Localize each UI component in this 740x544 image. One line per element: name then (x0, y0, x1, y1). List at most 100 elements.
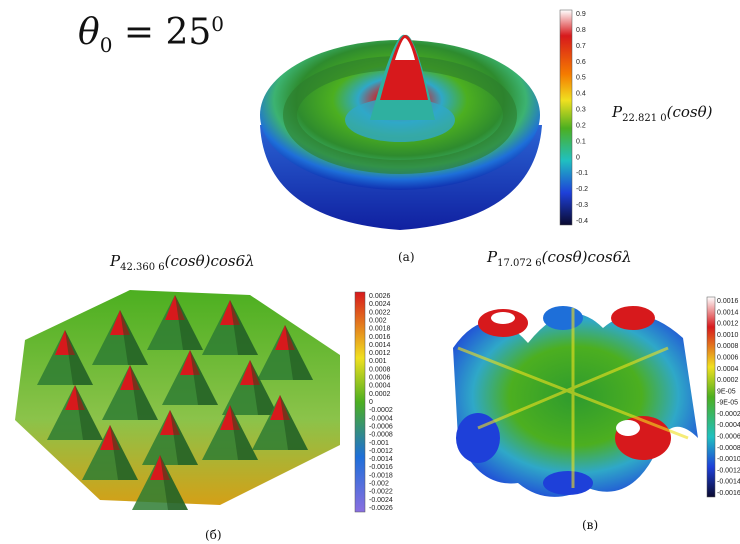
colorbar-b-tick: 0.0006 (369, 375, 391, 382)
colorbar-c-tick: 0.0016 (717, 298, 739, 305)
peak-shade (250, 360, 278, 415)
peak-shade (160, 455, 188, 510)
surface-plot-b (15, 290, 340, 510)
colorbar-a-tick: -0.3 (576, 202, 588, 209)
colorbar-a: 0.9 0.8 0.7 0.6 0.5 0.4 0.3 0.2 0.1 0 -0.1 -0.2 -0.3… (559, 9, 588, 226)
colorbar-b-tick: 0.0002 (369, 391, 391, 398)
colorbar-c-tick: -0.0016 (717, 490, 740, 497)
peak-shade (120, 310, 148, 365)
peaks-b (37, 295, 313, 510)
colorbar-c-tick: 0.0012 (717, 321, 739, 328)
colorbar-c-tick: 0.0002 (717, 377, 739, 384)
colorbar-b-tick: -0.0002 (369, 407, 393, 414)
colorbar-b-tick: 0.0024 (369, 301, 391, 308)
peak-shade (230, 300, 258, 355)
formula-b-arg: (cosθ) (164, 252, 211, 270)
colorbar-a-tick: 0.4 (576, 91, 586, 98)
colorbar-a-tick: -0.1 (576, 170, 588, 177)
colorbar-b-tick: 0.0016 (369, 334, 391, 341)
peak-shade (285, 325, 313, 380)
colorbar-b-tick: -0.0014 (369, 456, 393, 463)
colorbar-b-tick: 0.0004 (369, 383, 391, 390)
colorbar-c-tick: 9E-05 (717, 388, 736, 395)
peak-shade (175, 295, 203, 350)
surface-plot-a (260, 34, 542, 230)
peak-shade (130, 365, 158, 420)
peak-shade (280, 395, 308, 450)
theta-subscript: 0 (99, 33, 113, 58)
colorbar-c-tick: 0.0010 (717, 332, 739, 339)
colorbar-a-tick: 0.6 (576, 59, 586, 66)
colorbar-b-tick: -0.0004 (369, 415, 393, 422)
colorbar-b-tick: 0.0012 (369, 350, 391, 357)
formula-c: P17.072 6(cosθ)cos6λ (487, 248, 632, 269)
colorbar-a-tick: 0.8 (576, 27, 586, 34)
theta-degree: 0 (211, 12, 225, 36)
colorbar-b-tick: 0.0008 (369, 366, 391, 373)
colorbar-c-tick: 0.0006 (717, 354, 739, 361)
colorbar-c-tick: -0.0004 (717, 422, 740, 429)
colorbar-b-tick: 0.0022 (369, 309, 391, 316)
formula-b: P42.360 6(cosθ)cos6λ (110, 252, 255, 273)
colorbar-c-tick: 0.0004 (717, 366, 739, 373)
colorbar-a-tick: -0.4 (576, 218, 588, 225)
peak-shade (75, 385, 103, 440)
colorbar-b-tick: -0.0022 (369, 489, 393, 496)
colorbar-b-tick: -0.001 (369, 440, 389, 447)
colorbar-c: 0.0016 0.0014 0.0012 0.0010 0.0008 0.0006 0.00… (706, 296, 740, 498)
theta-value: = 25 (112, 12, 212, 53)
formula-b-tail: cos6λ (210, 252, 255, 270)
colorbar-a-tick: 0.5 (576, 75, 586, 82)
colorbar-b: 0.00260.00240.00220.0020.00180.00160.001… (354, 291, 393, 513)
colorbar-b-tick: -0.0006 (369, 423, 393, 430)
colorbar-b-tick: 0.001 (369, 358, 387, 365)
caption-b: (б) (205, 528, 222, 542)
formula-c-p: P (487, 248, 498, 266)
colorbar-a-tick: -0.2 (576, 186, 588, 193)
colorbar-b-tick: 0.002 (369, 317, 387, 324)
formula-a-arg: (cosθ) (666, 103, 713, 121)
colorbar-a-tick: 0.7 (576, 43, 586, 50)
formula-b-p: P (110, 252, 121, 270)
formula-c-sub: 17.072 6 (497, 258, 542, 269)
colorbar-b-tick: 0.0018 (369, 326, 391, 333)
colorbar-b-tick: 0 (369, 399, 373, 406)
formula-a: P22.821 0(cosθ) (612, 103, 713, 124)
surface-plot-c (453, 306, 698, 497)
colorbar-b-tick: -0.0016 (369, 464, 393, 471)
colorbar-a-tick: 0.2 (576, 122, 586, 129)
colorbar-a-tick: 0.3 (576, 107, 586, 114)
colorbar-a-tick: 0.9 (576, 11, 586, 18)
theta-label: θ0 = 250 (78, 12, 224, 57)
peak-shade (65, 330, 93, 385)
colorbar-b-tick: -0.0018 (369, 472, 393, 479)
colorbar-b-tick: 0.0014 (369, 342, 391, 349)
peak-shade (110, 425, 138, 480)
formula-a-sub: 22.821 0 (622, 113, 667, 124)
colorbar-c-tick: -0.0014 (717, 479, 740, 486)
peak-shade (170, 410, 198, 465)
colorbar-b-tick: 0.0026 (369, 293, 391, 300)
colorbar-b-tick: -0.002 (369, 481, 389, 488)
peak-shade (190, 350, 218, 405)
colorbar-c-tick: 0.0008 (717, 343, 739, 350)
peak-shade (230, 405, 258, 460)
colorbar-b-tick: -0.0024 (369, 497, 393, 504)
formula-a-p: P (612, 103, 623, 121)
formula-c-arg: (cosθ) (541, 248, 588, 266)
colorbar-c-tick: -0.0008 (717, 445, 740, 452)
colorbar-c-tick: -0.0002 (717, 411, 740, 418)
colorbar-c-tick: 0.0014 (717, 309, 739, 316)
colorbar-b-tick: -0.0026 (369, 505, 393, 512)
colorbar-c-tick: -0.0010 (717, 456, 740, 463)
formula-b-sub: 42.360 6 (120, 262, 165, 273)
colorbar-c-tick: -0.0006 (717, 434, 740, 441)
caption-c: (в) (582, 518, 599, 532)
colorbar-c-tick: -9E-05 (717, 400, 738, 407)
colorbar-b-tick: -0.0008 (369, 432, 393, 439)
theta-symbol: θ (78, 12, 100, 53)
colorbar-a-tick: 0 (576, 154, 580, 161)
caption-a: (а) (398, 250, 415, 264)
colorbar-b-tick: -0.0012 (369, 448, 393, 455)
formula-c-tail: cos6λ (587, 248, 632, 266)
